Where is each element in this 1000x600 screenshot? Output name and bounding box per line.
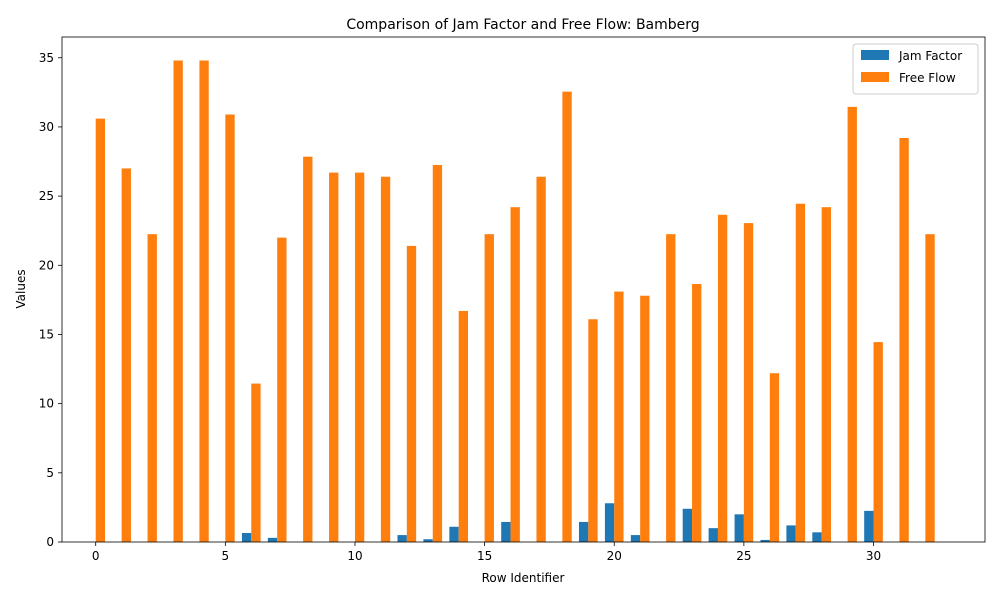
- bar-jam-factor-7: [267, 537, 278, 542]
- chart-title: Comparison of Jam Factor and Free Flow: …: [346, 17, 699, 33]
- bar-free-flow-31: [899, 138, 909, 542]
- legend-label-jam-factor: Jam Factor: [898, 49, 962, 63]
- bar-free-flow-8: [303, 156, 313, 542]
- bar-free-flow-3: [173, 60, 183, 543]
- bar-free-flow-30: [873, 342, 883, 542]
- x-tick-label: 5: [222, 549, 230, 563]
- bar-free-flow-1: [121, 168, 131, 542]
- bar-free-flow-16: [510, 207, 520, 542]
- bar-free-flow-4: [199, 60, 209, 543]
- bar-free-flow-18: [562, 91, 572, 543]
- bar-jam-factor-14: [449, 526, 459, 542]
- bar-free-flow-20: [614, 291, 624, 542]
- y-tick-label: 35: [39, 51, 54, 65]
- bar-free-flow-5: [225, 114, 235, 542]
- y-axis-ticks: 0 5 10 15 20 25 30 35: [39, 51, 62, 549]
- bar-jam-factor-16: [501, 521, 511, 542]
- bar-jam-factor-21: [630, 535, 641, 542]
- bar-jam-factor-26: [760, 539, 770, 542]
- bar-jam-factor-27: [786, 525, 796, 542]
- bar-jam-factor-24: [708, 528, 718, 542]
- bar-free-flow-12: [406, 245, 417, 543]
- bar-free-flow-22: [666, 234, 676, 542]
- bar-free-flow-17: [536, 176, 546, 543]
- bar-free-flow-0: [95, 118, 106, 542]
- bar-free-flow-14: [458, 310, 469, 542]
- x-tick-label: 20: [607, 549, 622, 563]
- bar-jam-factor-13: [423, 539, 433, 542]
- x-tick-label: 15: [477, 549, 492, 563]
- bar-jam-factor-20: [604, 503, 615, 542]
- legend-swatch-free-flow: [861, 72, 889, 82]
- bar-free-flow-27: [795, 203, 806, 542]
- y-tick-label: 30: [39, 120, 54, 134]
- bar-free-flow-11: [380, 176, 391, 543]
- bar-free-flow-6: [251, 383, 261, 542]
- x-axis-label: Row Identifier: [482, 571, 565, 585]
- bar-free-flow-19: [588, 319, 598, 542]
- y-tick-label: 5: [46, 466, 54, 480]
- x-axis-ticks: 0 5 10 15 20 25 30: [92, 542, 881, 563]
- bar-free-flow-26: [769, 373, 780, 542]
- legend-swatch-jam-factor: [861, 50, 889, 60]
- y-tick-label: 10: [39, 397, 54, 411]
- x-tick-label: 10: [347, 549, 362, 563]
- bar-free-flow-23: [692, 283, 702, 542]
- bar-free-flow-2: [147, 234, 157, 542]
- x-tick-label: 0: [92, 549, 100, 563]
- bar-jam-factor-12: [397, 535, 407, 542]
- plot-frame: [61, 36, 986, 543]
- legend-label-free-flow: Free Flow: [899, 71, 956, 85]
- bar-jam-factor-19: [578, 521, 589, 542]
- bar-jam-factor-28: [812, 532, 822, 542]
- bar-free-flow-28: [821, 207, 831, 542]
- bar-free-flow-24: [717, 214, 728, 543]
- bar-jam-factor-25: [734, 514, 744, 542]
- y-axis-label: Values: [14, 269, 28, 308]
- x-tick-label: 30: [866, 549, 881, 563]
- y-tick-label: 25: [39, 189, 54, 203]
- bar-jam-factor-6: [241, 533, 252, 542]
- legend: Jam Factor Free Flow: [852, 43, 979, 95]
- y-tick-label: 20: [39, 258, 54, 272]
- bar-free-flow-29: [847, 106, 857, 543]
- bar-free-flow-9: [329, 172, 339, 542]
- y-tick-label: 0: [46, 535, 54, 549]
- bar-free-flow-15: [484, 234, 494, 542]
- bar-free-flow-10: [354, 172, 365, 542]
- x-tick-label: 25: [736, 549, 751, 563]
- bars-group: [95, 60, 935, 543]
- y-tick-label: 15: [39, 327, 54, 341]
- bar-jam-factor-23: [682, 508, 693, 542]
- bar-jam-factor-30: [864, 510, 874, 542]
- bar-free-flow-32: [925, 234, 935, 542]
- bar-free-flow-13: [432, 164, 443, 543]
- bar-free-flow-25: [743, 223, 754, 542]
- bar-free-flow-7: [277, 237, 287, 542]
- bar-free-flow-21: [640, 295, 650, 542]
